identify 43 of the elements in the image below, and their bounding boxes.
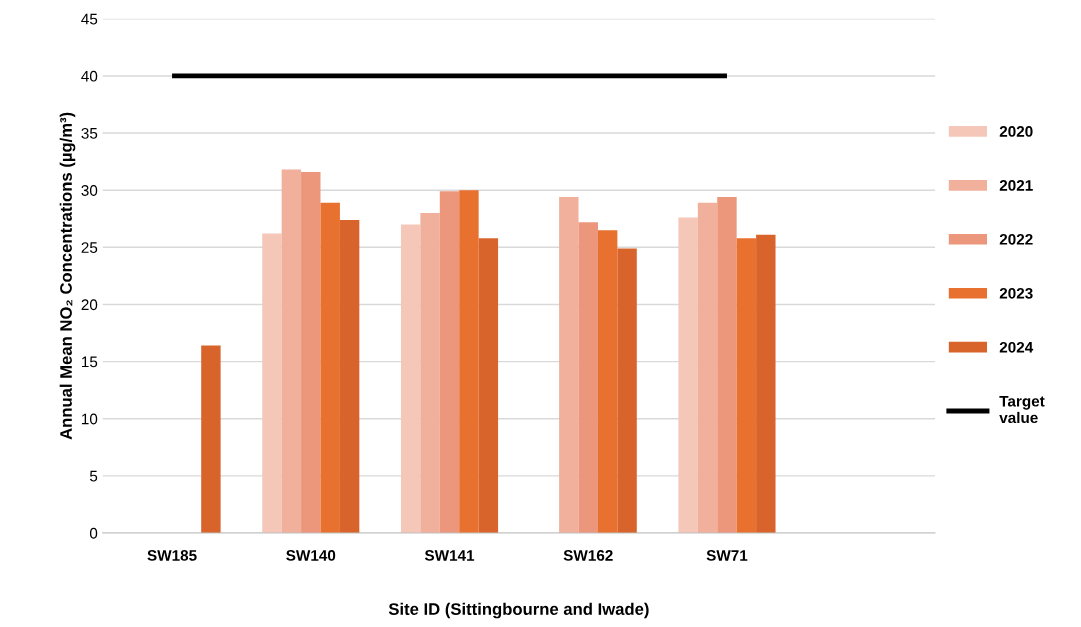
x-tick-label: SW185 [147, 550, 197, 561]
bar [478, 238, 499, 533]
y-tick-label: 45 [81, 13, 98, 25]
bar [459, 190, 479, 533]
bar [578, 222, 598, 533]
bar [717, 197, 737, 533]
bar [320, 202, 340, 533]
bar [559, 197, 579, 533]
x-tick-label: SW140 [286, 550, 336, 561]
y-tick-label: 10 [82, 413, 98, 425]
legend-label: 2021 [999, 179, 1033, 191]
bar [678, 217, 698, 533]
x-tick-label: SW141 [424, 550, 475, 561]
bar [597, 230, 618, 533]
bar [301, 171, 321, 533]
bar [339, 219, 360, 533]
bar [420, 213, 440, 533]
bar [756, 234, 776, 533]
legend-label: 2024 [999, 341, 1034, 353]
bar [201, 345, 221, 533]
y-tick-label: 0 [89, 527, 98, 539]
x-tick-label: SW71 [706, 550, 748, 561]
y-tick-label: 40 [81, 70, 98, 82]
bar [281, 169, 302, 533]
y-axis-title: Annual Mean NO₂ Concentrations (µg/m³) [59, 112, 76, 440]
y-tick-label: 25 [81, 242, 98, 253]
bar [439, 191, 460, 533]
legend-label: 2022 [999, 233, 1033, 245]
y-tick-label: 30 [81, 185, 98, 196]
y-tick-label: 20 [81, 299, 98, 311]
bar [617, 248, 637, 533]
y-tick-label: 35 [81, 127, 98, 139]
bar [262, 233, 282, 533]
bar [736, 238, 757, 533]
legend-label: Target value [999, 395, 1045, 424]
bar [400, 224, 421, 533]
x-tick-label: SW162 [563, 550, 613, 561]
x-axis-title: Site ID (Sittingbourne and Iwade) [388, 602, 649, 619]
legend-label: 2023 [999, 287, 1033, 299]
y-tick-label: 5 [89, 470, 98, 482]
y-tick-label: 15 [82, 356, 98, 368]
legend-label: 2020 [999, 126, 1033, 137]
bar [697, 202, 718, 533]
